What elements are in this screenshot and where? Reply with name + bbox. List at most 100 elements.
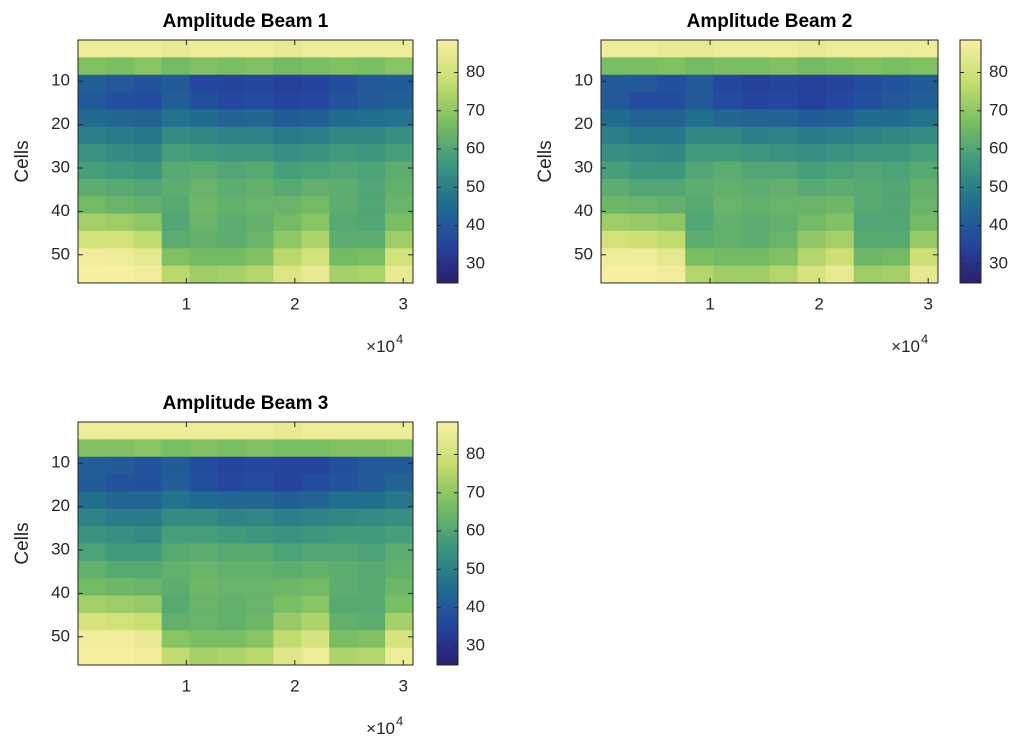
heatmap-cell (245, 126, 275, 145)
heatmap-cell (357, 109, 386, 128)
heatmap-cell (189, 578, 219, 597)
heatmap-cell (217, 74, 247, 93)
heatmap-cell (301, 248, 330, 267)
colorbar-tick-label: 50 (989, 177, 1008, 196)
heatmap-cell (245, 456, 275, 475)
heatmap-cell (273, 647, 302, 665)
heatmap-cell (741, 265, 771, 283)
heatmap-cell (78, 92, 107, 111)
heatmap-cell (825, 265, 855, 283)
heatmap-cell (601, 144, 630, 163)
heatmap-cell (385, 74, 413, 93)
heatmap-cell (78, 560, 107, 579)
heatmap-cell (741, 248, 771, 267)
heatmap-cell (825, 213, 855, 232)
heatmap-cell (161, 526, 191, 545)
heatmap-cell (357, 560, 386, 579)
heatmap-cell (685, 144, 714, 163)
heatmap-cell (217, 265, 247, 283)
heatmap-cell (741, 126, 771, 145)
heatmap-cell (133, 144, 163, 163)
heatmap-cell (217, 612, 247, 631)
heatmap-cell (78, 491, 107, 510)
heatmap-cell (273, 196, 302, 215)
heatmap-cell (769, 74, 799, 93)
heatmap-cell (385, 57, 413, 76)
heatmap-cell (357, 439, 386, 458)
x-multiplier-base: ×10 (366, 337, 395, 356)
heatmap-cell (217, 92, 247, 111)
heatmap-cell (105, 508, 135, 527)
heatmap-cell (825, 40, 855, 58)
heatmap-cell (217, 491, 247, 510)
heatmap-cell (881, 144, 911, 163)
heatmap-cell (133, 265, 163, 283)
heatmap-cell (105, 456, 135, 475)
heatmap-cell (329, 560, 358, 579)
colorbar-tick-label: 40 (989, 215, 1008, 234)
heatmap-cell (357, 126, 386, 145)
heatmap-cell (161, 508, 191, 527)
heatmap-cell (629, 126, 658, 145)
heatmap-cell (161, 439, 191, 458)
heatmap-cell (713, 161, 743, 180)
heatmap-cell (741, 144, 771, 163)
y-tick-label: 40 (574, 201, 593, 220)
heatmap-cell (105, 647, 135, 665)
heatmap-cell (217, 213, 247, 232)
heatmap-cell (385, 109, 413, 128)
heatmap-cell (741, 196, 771, 215)
heatmap-cell (713, 265, 743, 283)
colorbar-tick-label: 30 (989, 253, 1008, 272)
heatmap-cell (161, 213, 191, 232)
heatmap-cell (909, 161, 938, 180)
heatmap-cell (105, 543, 135, 562)
heatmap-cell (301, 560, 330, 579)
heatmap-cell (189, 126, 219, 145)
heatmap-cell (741, 92, 771, 111)
heatmap-cell (217, 578, 247, 597)
heatmap-cell (133, 422, 163, 440)
heatmap-cell (189, 543, 219, 562)
y-tick-label: 50 (51, 244, 70, 263)
colorbar (436, 39, 459, 284)
heatmap-cell (657, 196, 686, 215)
heatmap-cell (357, 543, 386, 562)
heatmap-cell (629, 230, 658, 249)
colorbar-tick-label: 30 (466, 635, 485, 654)
y-tick-label: 20 (51, 114, 70, 133)
heatmap-cell (797, 109, 827, 128)
heatmap-cell (909, 126, 938, 145)
colorbar-tick-label: 80 (989, 62, 1008, 81)
heatmap-cell (105, 630, 135, 649)
heatmap-cell (105, 213, 135, 232)
heatmap-cell (161, 74, 191, 93)
heatmap-cell (329, 230, 358, 249)
heatmap-cell (161, 647, 191, 665)
heatmap-cell (189, 456, 219, 475)
heatmap-cell (189, 560, 219, 579)
heatmap-cell (301, 92, 330, 111)
heatmap-cell (601, 40, 630, 58)
heatmap-cell (245, 612, 275, 631)
heatmap-cell (301, 422, 330, 440)
heatmap-cell (78, 543, 107, 562)
heatmap-cell (273, 439, 302, 458)
heatmap-cell (853, 57, 883, 76)
heatmap-cell (301, 508, 330, 527)
colorbar-tick-label: 70 (989, 100, 1008, 119)
heatmap-cell (273, 560, 302, 579)
heatmap-cell (245, 630, 275, 649)
heatmap-cell (357, 630, 386, 649)
heatmap-cell (797, 265, 827, 283)
heatmap-cell (133, 526, 163, 545)
heatmap-cell (78, 456, 107, 475)
heatmap-cell (769, 40, 799, 58)
heatmap-cell (797, 144, 827, 163)
heatmap-cell (133, 161, 163, 180)
heatmap-cell (273, 526, 302, 545)
heatmap-cell (189, 92, 219, 111)
heatmap-cell (769, 213, 799, 232)
heatmap-cell (189, 474, 219, 493)
colorbar-tick-label: 60 (989, 139, 1008, 158)
